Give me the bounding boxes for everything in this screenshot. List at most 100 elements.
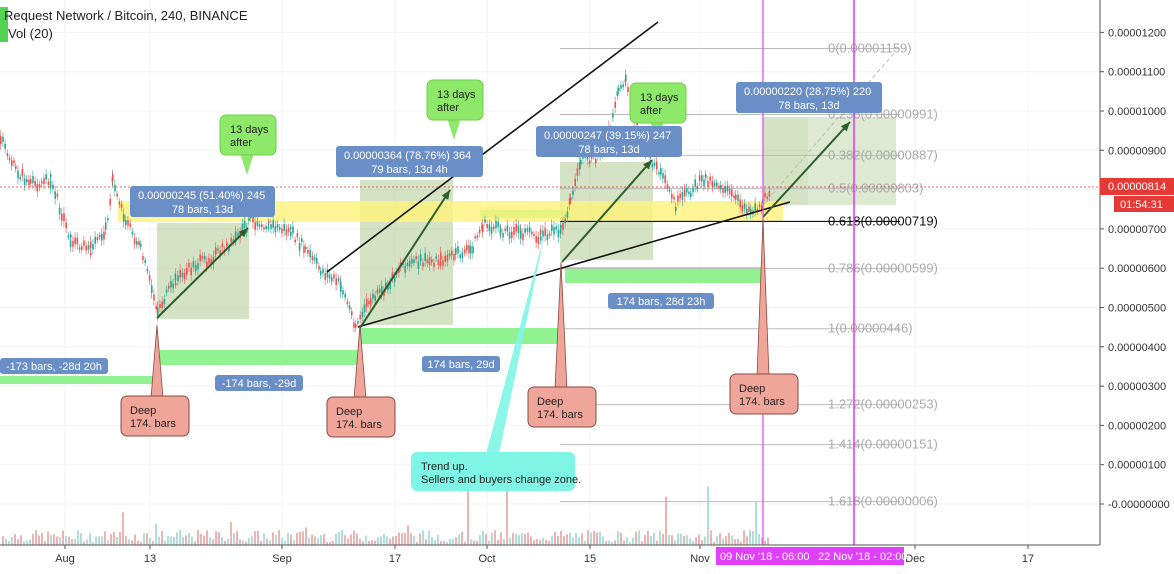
- candle: [741, 204, 744, 212]
- candle: [754, 203, 756, 211]
- volume-bar: [542, 537, 544, 545]
- candle: [153, 294, 155, 301]
- measure-info-line1: 0.00000220 (28.75%) 220: [744, 86, 871, 98]
- volume-bar: [200, 533, 202, 545]
- candle: [101, 233, 103, 241]
- volume-bar: [578, 537, 580, 545]
- candle: [136, 241, 138, 245]
- candle: [168, 285, 170, 289]
- candle: [406, 262, 409, 266]
- candle: [612, 112, 614, 118]
- volume-bar: [95, 536, 97, 545]
- fib-label: 0.618(0.00000719): [828, 213, 938, 228]
- candle: [468, 245, 470, 253]
- symbol-badge[interactable]: [0, 7, 8, 25]
- candle: [190, 267, 192, 276]
- volume-bar: [437, 534, 439, 545]
- candle: [197, 263, 199, 270]
- candle: [268, 221, 270, 224]
- candle: [49, 180, 52, 189]
- candle: [316, 257, 318, 264]
- callout-deep-text: Deep: [130, 405, 156, 417]
- candle: [34, 180, 36, 187]
- candle: [660, 168, 662, 175]
- fib-label: 1(0.00000446): [828, 321, 913, 336]
- candle: [478, 229, 481, 234]
- volume-bar: [68, 536, 70, 545]
- fib-label: 1.414(0.00000151): [828, 437, 938, 452]
- candle: [546, 234, 549, 241]
- candle: [453, 253, 455, 261]
- candle: [616, 91, 619, 96]
- candle: [537, 237, 540, 244]
- volume-bar: [491, 532, 493, 545]
- candle: [333, 274, 335, 279]
- bar-count-label: [422, 356, 500, 372]
- candle: [393, 276, 396, 283]
- volume-bar: [767, 537, 769, 545]
- candle: [735, 194, 737, 200]
- candle: [129, 223, 131, 227]
- candle: [8, 157, 11, 161]
- candle: [664, 175, 666, 184]
- candle: [431, 259, 433, 263]
- candle: [131, 231, 134, 235]
- time-tick-label: 17: [1022, 553, 1034, 565]
- candle: [30, 179, 32, 184]
- candle: [761, 205, 763, 210]
- candle: [28, 179, 30, 186]
- volume-bar: [608, 540, 610, 545]
- candle: [461, 252, 464, 259]
- volume-bar: [638, 530, 640, 545]
- volume-bar: [149, 537, 151, 545]
- volume-bar: [662, 533, 664, 545]
- volume-bar: [398, 532, 400, 545]
- candle: [576, 168, 579, 176]
- volume-bar: [692, 540, 694, 545]
- candle: [522, 233, 524, 241]
- candle: [705, 174, 707, 178]
- trend-channel-lower: [357, 201, 791, 328]
- volume-bar: [473, 540, 475, 545]
- volume-bar: [680, 533, 682, 545]
- volume-bar: [305, 527, 307, 545]
- volume-bar: [698, 534, 700, 545]
- candle: [560, 224, 562, 229]
- volume-bar: [326, 541, 328, 545]
- candle: [186, 268, 188, 275]
- arrow-head: [238, 228, 248, 238]
- candle: [768, 191, 771, 197]
- measure-info-line1: 0.00000247 (39.15%) 247: [544, 130, 671, 142]
- volume-badge[interactable]: [0, 24, 8, 42]
- candle: [43, 178, 45, 185]
- candle: [263, 227, 265, 230]
- candle: [709, 176, 711, 181]
- volume-bar: [413, 536, 415, 545]
- candle: [258, 224, 261, 227]
- volume-bar: [641, 541, 643, 545]
- candle: [23, 178, 26, 186]
- candle: [270, 224, 272, 229]
- candle: [90, 252, 92, 256]
- candle: [404, 265, 406, 273]
- volume-bar: [725, 536, 727, 545]
- candle: [387, 284, 389, 290]
- candle: [192, 261, 195, 268]
- volume-bar: [263, 533, 265, 545]
- candle: [89, 241, 92, 249]
- volume-bar: [404, 532, 406, 545]
- volume-bar: [467, 482, 469, 545]
- volume-bar: [569, 532, 571, 545]
- volume-bar: [164, 540, 166, 545]
- volume-bar: [503, 539, 505, 545]
- candle: [335, 278, 337, 286]
- time-axis: [0, 545, 1174, 569]
- volume-bar: [506, 485, 508, 545]
- candle: [359, 314, 361, 320]
- volume-bar: [182, 536, 184, 545]
- volume-bar: [29, 539, 31, 545]
- price-tick-label: 0.00001200: [1108, 27, 1166, 39]
- candle: [482, 224, 484, 233]
